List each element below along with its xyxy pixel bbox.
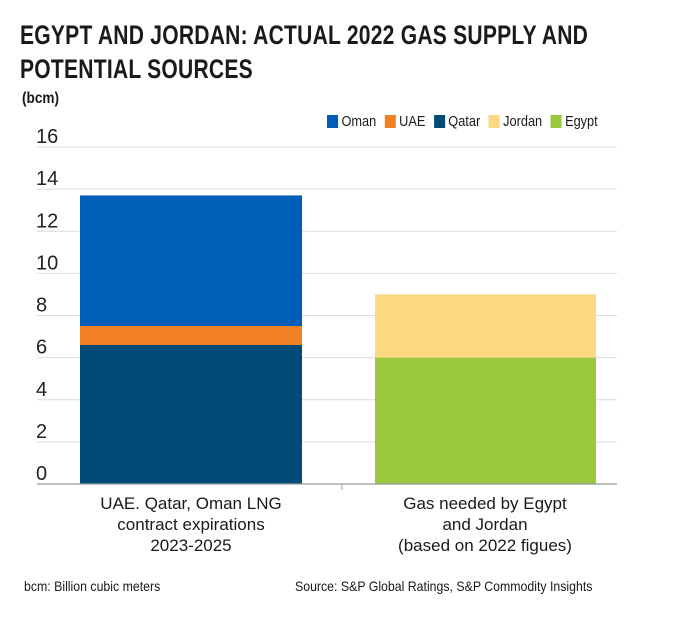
category-2-line-1: Gas needed by Egypt [403, 494, 567, 513]
legend-item-qatar: Qatar [433, 113, 481, 130]
category-label-1: UAE. Qatar, Oman LNG contract expiration… [61, 493, 321, 556]
category-label-2: Gas needed by Egypt and Jordan (based on… [355, 493, 615, 556]
y-axis-label: (bcm) [22, 90, 60, 107]
legend-swatch [327, 115, 339, 128]
category-2-line-3: (based on 2022 figues) [398, 536, 572, 555]
legend-item-jordan: Jordan [488, 113, 543, 130]
bar-segment-oman [80, 195, 302, 327]
y-tick-label: 10 [36, 252, 58, 274]
y-tick-label: 8 [36, 295, 47, 317]
y-tick-label: 12 [36, 210, 58, 232]
chart-title: EGYPT AND JORDAN: ACTUAL 2022 GAS SUPPLY… [20, 18, 588, 86]
legend-swatch [384, 115, 396, 128]
y-tick-label: 4 [36, 379, 47, 401]
category-1-line-1: UAE. Qatar, Oman LNG [100, 494, 282, 513]
legend-item-uae: UAE [384, 113, 426, 130]
bar-segment-jordan [375, 294, 596, 358]
bar-segment-egypt [375, 357, 596, 484]
title-line-2: POTENTIAL SOURCES [20, 54, 253, 84]
source-note: Source: S&P Global Ratings, S&P Commodit… [295, 578, 593, 594]
y-tick-label: 0 [36, 463, 47, 485]
y-tick-label: 6 [36, 337, 47, 359]
category-1-line-3: 2023-2025 [150, 536, 232, 555]
title-line-1: EGYPT AND JORDAN: ACTUAL 2022 GAS SUPPLY… [20, 20, 589, 50]
legend-label: Qatar [448, 113, 481, 130]
legend-item-egypt: Egypt [550, 113, 598, 130]
bar-segment-qatar [80, 344, 302, 484]
legend-swatch [550, 115, 562, 128]
legend: Oman UAE Qatar Jordan Egypt [327, 113, 598, 130]
footnote: bcm: Billion cubic meters [24, 578, 161, 594]
y-tick-label: 14 [36, 168, 58, 190]
legend-swatch [488, 115, 500, 128]
category-2-line-2: and Jordan [442, 515, 528, 534]
legend-label: Egypt [565, 113, 598, 130]
bar-segment-uae [80, 326, 302, 345]
y-tick-label: 16 [36, 126, 58, 148]
legend-label: Oman [341, 113, 377, 130]
legend-label: Jordan [503, 113, 543, 130]
y-tick-label: 2 [36, 421, 47, 443]
legend-swatch [433, 115, 445, 128]
legend-label: UAE [399, 113, 426, 130]
legend-item-oman: Oman [327, 113, 376, 130]
category-1-line-2: contract expirations [117, 515, 265, 534]
